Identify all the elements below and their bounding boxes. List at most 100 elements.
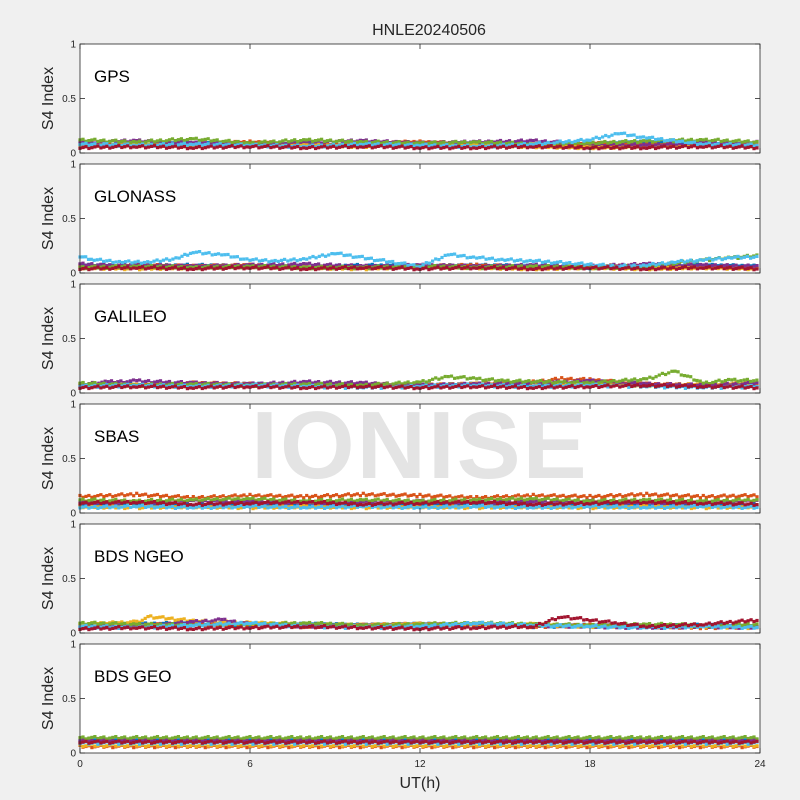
data-point [254,384,258,388]
data-point [618,385,622,389]
data-point [636,383,640,387]
data-point [361,266,365,270]
data-point [227,384,231,389]
data-point [708,382,712,386]
data-point [475,262,479,266]
data-point [591,146,595,150]
data-point [186,253,190,257]
data-point [406,143,410,147]
data-point [490,145,494,149]
data-point [621,384,625,388]
data-point [418,383,422,387]
data-point [230,265,234,269]
data-point [328,145,333,149]
data-point [263,144,267,148]
data-point [367,384,371,388]
data-point [343,381,347,385]
data-point [81,255,85,259]
data-point [90,386,94,390]
data-point [406,382,410,386]
data-point [594,265,598,269]
data-point [188,265,192,269]
data-point [132,143,136,147]
data-point [227,138,231,142]
data-point [90,142,94,147]
data-point [206,145,210,149]
data-point [512,259,516,263]
data-point [421,140,425,144]
data-point [331,142,336,146]
data-point [376,142,380,146]
data-point [373,385,377,389]
data-point [580,261,584,265]
data-point [108,386,112,390]
data-point [260,145,264,149]
data-point [657,267,661,271]
data-point [98,257,103,261]
data-point [478,266,482,270]
data-point [671,265,676,269]
data-point [555,140,559,144]
data-point [448,383,452,387]
data-point [394,381,398,385]
data-point [639,141,643,145]
data-point [531,145,535,149]
data-point [660,371,664,375]
data-point [337,143,342,147]
data-point [153,265,157,269]
data-point [376,265,380,270]
data-point [704,382,708,386]
data-point [397,262,401,266]
data-point [752,144,756,148]
data-point [707,139,711,143]
data-point [481,267,485,271]
data-point [254,140,258,144]
data-point [139,261,143,265]
data-point [236,266,240,270]
data-point [388,144,392,148]
data-point [299,266,303,270]
data-point [627,265,631,269]
data-point [185,139,189,143]
data-point [424,385,428,389]
data-point [349,268,353,272]
data-point [707,265,711,269]
data-point [93,381,97,385]
data-point [621,139,625,144]
data-point [376,384,380,388]
data-point [448,145,452,149]
data-point [615,145,619,149]
data-point [206,385,210,389]
data-point [164,386,169,390]
data-point [275,384,279,388]
data-point [406,145,410,149]
data-point [657,373,661,377]
data-point [254,265,258,269]
data-point [516,258,520,262]
data-point [114,138,118,142]
data-point [719,265,723,269]
data-point [692,144,696,148]
data-point [424,266,428,270]
data-point [236,145,240,149]
data-point [185,266,189,270]
data-point [173,265,177,269]
data-point [752,387,756,391]
data-point [272,266,276,270]
data-point [749,266,753,270]
data-point [325,139,330,143]
data-point [430,141,434,145]
data-point [334,386,339,390]
data-point [99,267,103,271]
data-point [150,142,154,146]
data-point [546,259,551,263]
data-point [397,385,401,389]
data-point [373,266,377,270]
data-point [391,267,395,271]
data-point [182,266,186,270]
data-point [567,266,571,270]
data-point [746,266,750,270]
data-point [654,139,658,143]
data-point [692,260,696,264]
data-point [257,263,261,267]
